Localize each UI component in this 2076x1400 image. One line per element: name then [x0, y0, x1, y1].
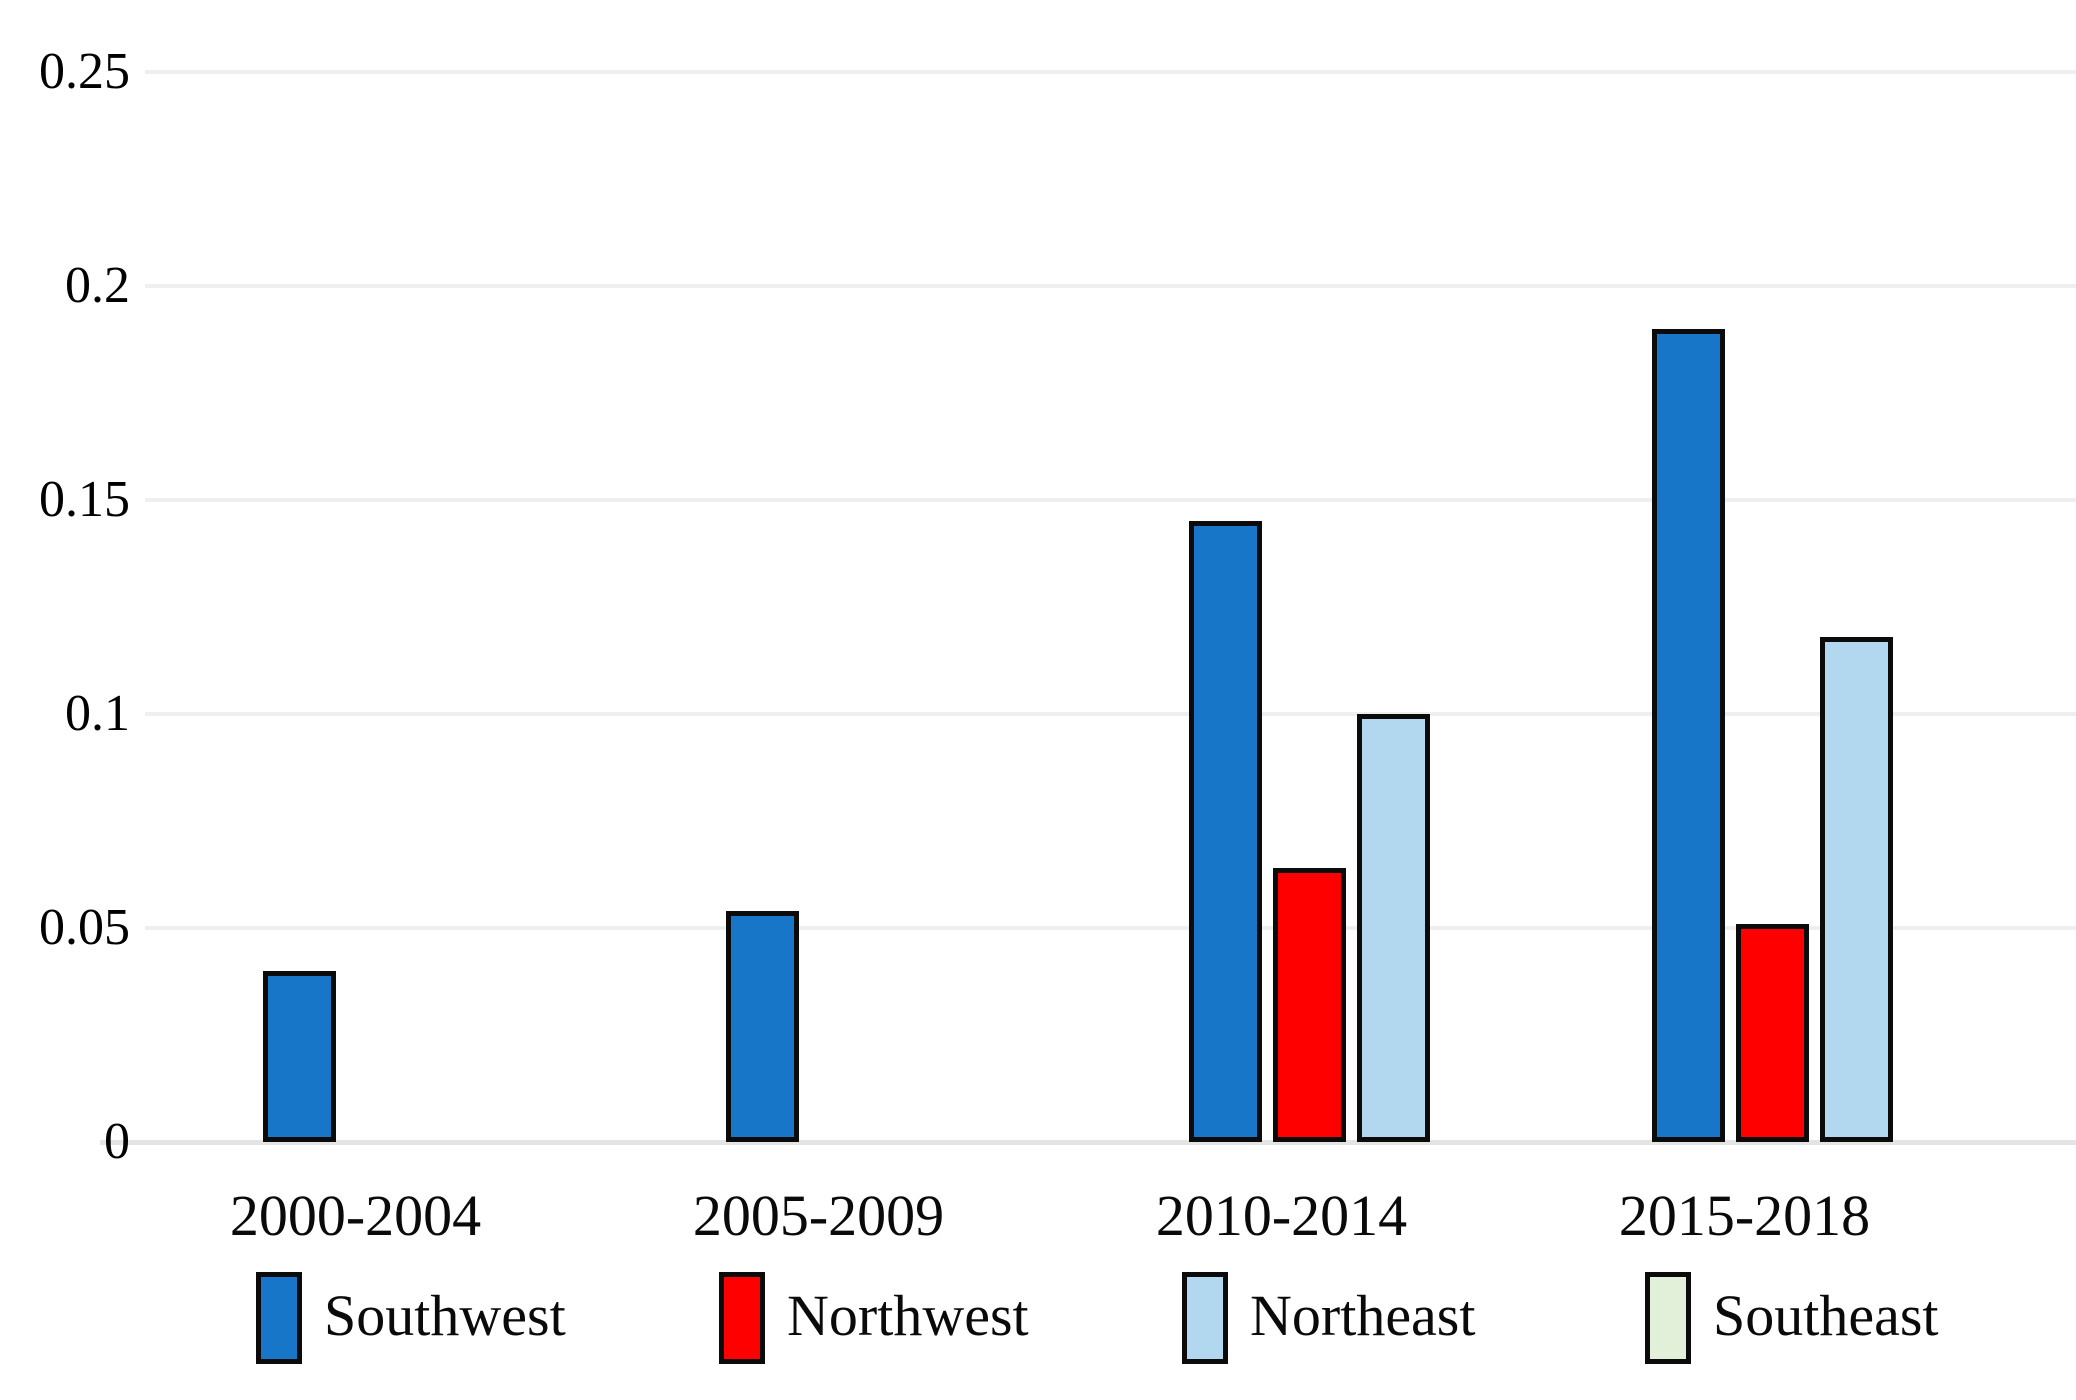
y-tick-label: 0.1 — [65, 685, 130, 742]
x-axis-baseline — [100, 1140, 2076, 1145]
gridline — [145, 284, 2076, 288]
bar-southwest-2010-2014 — [1189, 521, 1262, 1142]
legend-swatch-southeast — [1645, 1272, 1691, 1364]
legend-swatch-northeast — [1182, 1272, 1228, 1364]
bar-southwest-2000-2004 — [263, 971, 336, 1142]
bar-southwest-2015-2018 — [1652, 329, 1725, 1142]
y-tick-label: 0.15 — [39, 471, 130, 528]
y-tick-label: 0 — [104, 1113, 130, 1170]
legend-label: Southwest — [324, 1283, 566, 1348]
gridline — [145, 498, 2076, 502]
y-tick-label: 0.05 — [39, 899, 130, 956]
gridline — [145, 926, 2076, 930]
x-tick-label: 2005-2009 — [692, 1183, 945, 1248]
y-tick-label: 0.2 — [65, 257, 130, 314]
legend-label: Northwest — [787, 1283, 1029, 1348]
x-tick-label: 2010-2014 — [1155, 1183, 1408, 1248]
gridline — [145, 70, 2076, 74]
bar-northeast-2015-2018 — [1820, 637, 1893, 1142]
gridline — [145, 712, 2076, 716]
legend-swatch-northwest — [719, 1272, 765, 1364]
legend-label: Southeast — [1713, 1283, 1939, 1348]
bar-southwest-2005-2009 — [726, 911, 799, 1142]
legend-swatch-southwest — [256, 1272, 302, 1364]
x-tick-label: 2000-2004 — [229, 1183, 482, 1248]
y-tick-label: 0.25 — [39, 43, 130, 100]
legend-label: Northeast — [1250, 1283, 1476, 1348]
bar-northwest-2015-2018 — [1736, 924, 1809, 1142]
bar-northeast-2010-2014 — [1357, 714, 1430, 1142]
x-tick-label: 2015-2018 — [1618, 1183, 1871, 1248]
bar-northwest-2010-2014 — [1273, 868, 1346, 1142]
